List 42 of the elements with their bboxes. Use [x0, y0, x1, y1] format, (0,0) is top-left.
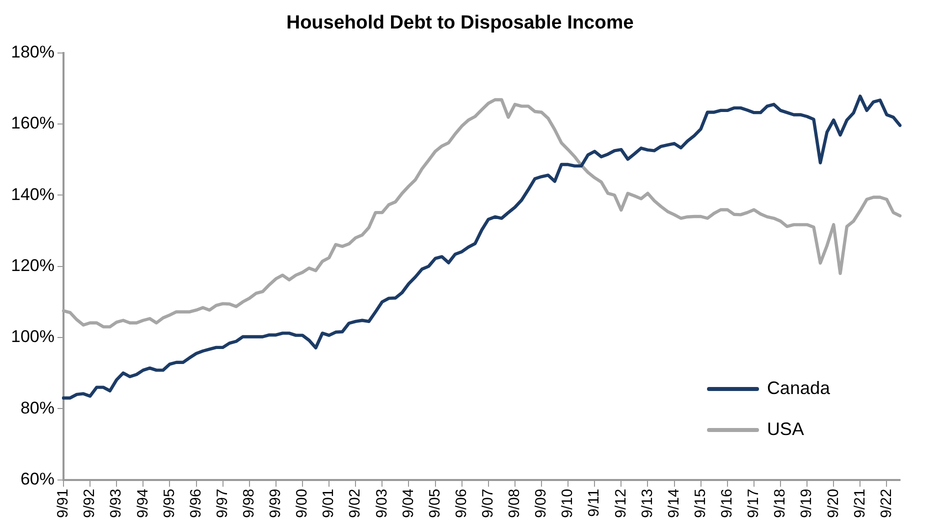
x-tick-label: 9/04 — [400, 488, 417, 518]
x-tick-label: 9/08 — [506, 488, 524, 518]
x-tick-label: 9/92 — [81, 488, 98, 518]
x-tick-label: 9/97 — [214, 488, 231, 518]
chart-title: Household Debt to Disposable Income — [286, 12, 634, 34]
x-tick-label: 9/16 — [718, 488, 736, 518]
x-tick-label: 9/02 — [346, 488, 364, 518]
y-tick-label: 140% — [10, 184, 54, 204]
x-tick-label: 9/19 — [798, 488, 816, 518]
x-tick-label: 9/91 — [54, 488, 72, 518]
x-tick-label: 9/98 — [240, 488, 258, 518]
x-tick-label: 9/21 — [851, 488, 868, 518]
y-tick-label: 100% — [10, 327, 54, 346]
legend-label: USA — [766, 419, 804, 440]
x-tick-label: 9/05 — [426, 488, 444, 518]
x-tick-label: 9/01 — [320, 488, 338, 518]
y-tick-label: 60% — [20, 469, 54, 488]
x-tick-label: 9/17 — [745, 488, 762, 518]
x-tick-label: 9/94 — [134, 488, 152, 518]
x-tick-label: 9/99 — [267, 488, 284, 518]
x-tick-label: 9/95 — [160, 488, 178, 518]
y-tick-label: 80% — [20, 398, 54, 418]
x-tick-label: 9/11 — [586, 488, 603, 517]
x-tick-label: 9/10 — [559, 488, 576, 518]
x-tick-label: 9/15 — [692, 488, 709, 518]
x-tick-label: 9/13 — [638, 488, 656, 518]
x-tick-label: 9/07 — [480, 488, 497, 518]
x-tick-label: 9/09 — [532, 488, 550, 518]
x-tick-label: 9/18 — [772, 488, 789, 518]
x-tick-label: 9/12 — [612, 488, 630, 518]
y-tick-label: 160% — [10, 114, 54, 133]
y-tick-label: 180% — [10, 42, 54, 62]
x-tick-label: 9/22 — [878, 488, 895, 518]
x-tick-label: 9/96 — [187, 488, 204, 518]
x-tick-label: 9/93 — [108, 488, 125, 518]
x-tick-label: 9/00 — [294, 488, 311, 518]
x-tick-label: 9/20 — [824, 488, 842, 518]
x-tick-label: 9/14 — [665, 488, 682, 518]
x-tick-label: 9/06 — [452, 488, 470, 518]
y-tick-label: 120% — [10, 256, 54, 275]
legend-label: Canada — [766, 378, 830, 399]
x-tick-label: 9/03 — [373, 488, 390, 518]
